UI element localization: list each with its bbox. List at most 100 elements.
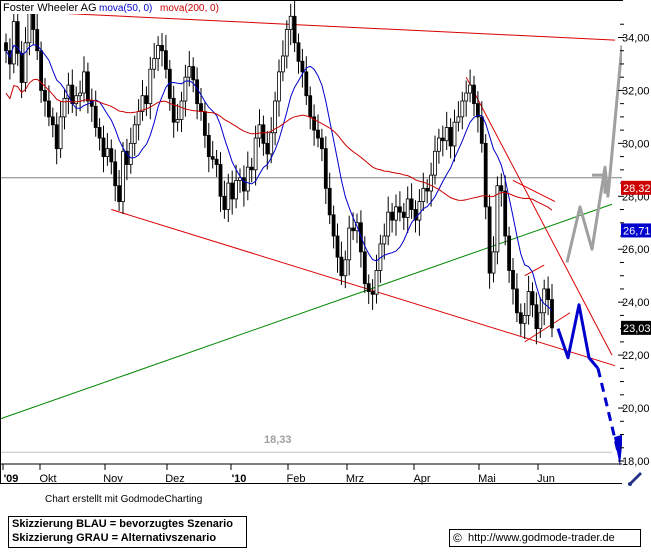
candle-body [405,198,410,218]
upper-resistance-line [13,10,616,41]
candle-body [257,124,262,139]
candle-body [394,206,398,221]
candle-body [436,137,441,152]
scenario-gray-step [592,173,607,194]
short-resistance-line [512,179,556,203]
downtrend-line [465,76,613,356]
candle-body [121,150,125,202]
candle-body [511,270,515,290]
candle-body [382,235,387,245]
y-tick-label: 26,00 [622,244,650,256]
candle-body [11,21,16,65]
candle-body [179,100,184,120]
candle-body [479,116,484,144]
low-annotation: 18,33 [264,434,292,446]
source-link[interactable]: © http://www.godmode-trader.de [449,529,641,547]
candle-body [452,121,457,147]
candle-body [323,148,328,189]
candle-body [35,29,40,52]
candle-body [409,198,414,210]
ma200-line [5,78,553,211]
candle-body [491,251,496,274]
y-tick-label: 34,00 [622,32,650,44]
candle-body [62,97,67,118]
draw-tool-icon[interactable] [628,472,642,486]
candle-body [148,68,153,105]
candle-body [241,177,246,192]
chart-title: Foster Wheeler AG [3,2,97,14]
candle-body [113,161,118,187]
candle-body [374,270,379,295]
candle-body [550,299,554,329]
x-tick-label: Apr [413,473,430,485]
candle-body [444,127,449,142]
price-tag [621,223,651,238]
candle-body [487,206,492,274]
scenario-blue-arrowhead [614,434,623,467]
candle-body [265,142,270,155]
candle-body [530,291,535,306]
candle-body [89,100,94,107]
candle-body [284,29,289,57]
candle-body [277,71,281,102]
candle-body [27,13,32,44]
candle-body [362,251,367,285]
price-tag [621,180,651,195]
plot-frame [0,0,623,484]
lower-support-line [111,209,616,367]
candle-body [226,182,231,210]
candle-body [304,71,309,97]
candle-body [327,187,332,216]
x-tick-label: Okt [39,473,56,485]
legend-blue: Skizzierung BLAU = bevorzugtes Szenario [12,518,233,530]
candle-body [546,288,550,300]
candle-body [269,132,274,155]
candle-body [234,180,239,200]
candle-body [300,60,305,73]
candle-body [280,55,285,73]
candle-body [518,312,523,324]
candle-body [347,227,352,261]
title-background [1,1,226,14]
candle-body [397,206,402,213]
candle-body [191,66,196,81]
candle-body [335,235,340,258]
candle-body [390,211,395,221]
candle-body [132,124,137,144]
candle-body [117,185,121,202]
candle-body [331,214,336,237]
candle-body [421,187,426,202]
candle-body [50,116,55,126]
candle-body [292,15,297,44]
x-tick-label: Mai [478,473,496,485]
candle-body [136,111,141,126]
candle-body [495,185,500,253]
x-tick-label: Mrz [346,473,364,485]
y-tick-label: 24,00 [622,297,650,309]
candle-body [468,84,473,94]
candle-body [31,13,36,30]
candle-body [534,304,539,330]
short-support-line [524,312,571,343]
candle-body [417,201,422,221]
candle-body [171,97,176,123]
candle-body [312,116,317,131]
candle-body [214,158,219,165]
candle-body [23,42,28,83]
x-tick-label: '09 [4,473,19,485]
x-tick-label: '10 [232,473,247,485]
candle-body [54,124,59,150]
candle-body [78,92,82,97]
candle-body [152,58,157,70]
candle-body [82,71,86,94]
source-url[interactable]: http://www.godmode-trader.de [468,532,615,544]
candle-body [195,79,200,105]
candle-body [472,84,476,105]
price-tag-label: 28,32 [623,183,651,195]
scenario-blue-path [556,303,600,370]
candle-body [93,105,98,128]
candle-body [140,95,145,112]
candle-body [308,95,313,118]
candle-body [456,116,461,123]
